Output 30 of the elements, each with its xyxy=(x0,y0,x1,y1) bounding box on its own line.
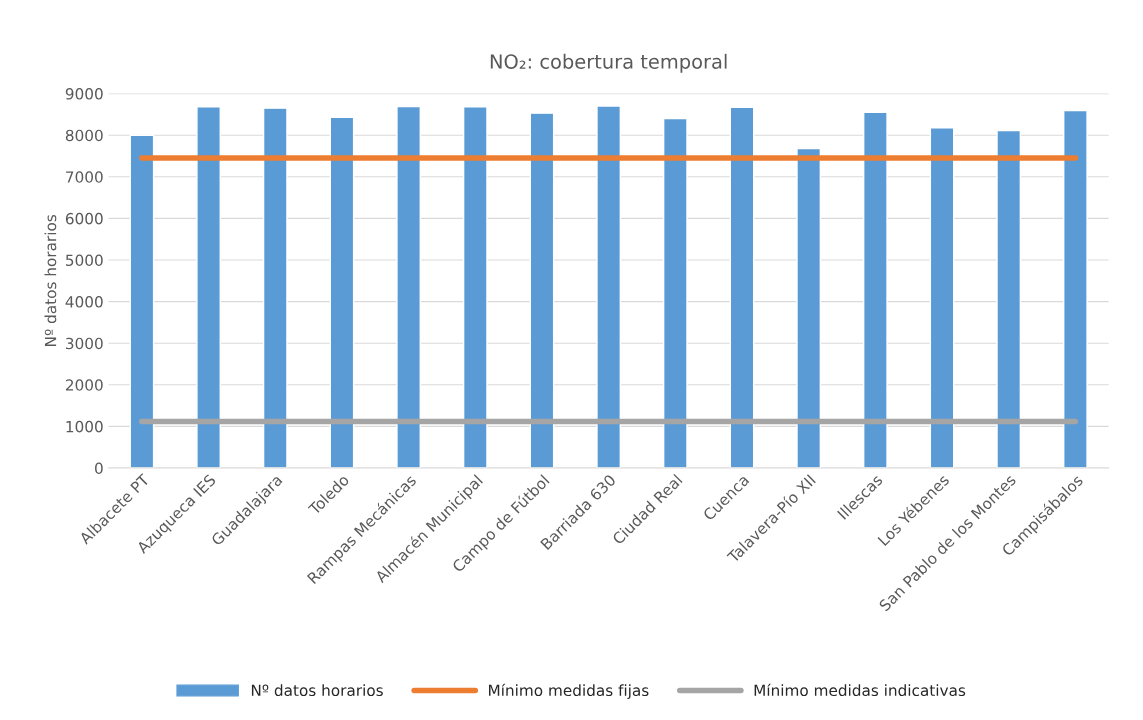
bar xyxy=(529,112,555,468)
y-tick-label: 0 xyxy=(95,462,103,475)
bar xyxy=(129,134,155,468)
legend-label: Mínimo medidas fijas xyxy=(489,683,649,700)
legend-label: Nº datos horarios xyxy=(251,684,383,697)
bar xyxy=(196,106,221,468)
bar xyxy=(996,129,1022,468)
bar xyxy=(1063,109,1088,468)
bar xyxy=(396,105,421,468)
bar xyxy=(262,107,288,468)
bar xyxy=(329,116,355,468)
y-tick-label: 7000 xyxy=(66,171,103,183)
y-tick-label: 2000 xyxy=(65,379,103,391)
bar xyxy=(929,127,955,468)
bar xyxy=(796,147,822,468)
bar xyxy=(462,106,488,468)
bar xyxy=(662,117,688,468)
y-tick-label: 4000 xyxy=(65,296,103,308)
bar xyxy=(729,106,755,468)
legend-label: Mínimo medidas indicativas xyxy=(754,683,966,697)
y-tick-label: 1000 xyxy=(66,420,103,433)
y-tick-label: 3000 xyxy=(66,337,103,350)
y-tick-label: 8000 xyxy=(65,129,103,142)
bar xyxy=(862,111,888,468)
y-axis-title: Nº datos horarios xyxy=(44,214,57,346)
y-tick-label: 5000 xyxy=(66,254,103,267)
y-tick-label: 6000 xyxy=(65,212,103,225)
chart-title: NO₂: cobertura temporal xyxy=(490,53,727,73)
bar xyxy=(596,105,622,468)
y-tick-label: 9000 xyxy=(65,88,103,100)
